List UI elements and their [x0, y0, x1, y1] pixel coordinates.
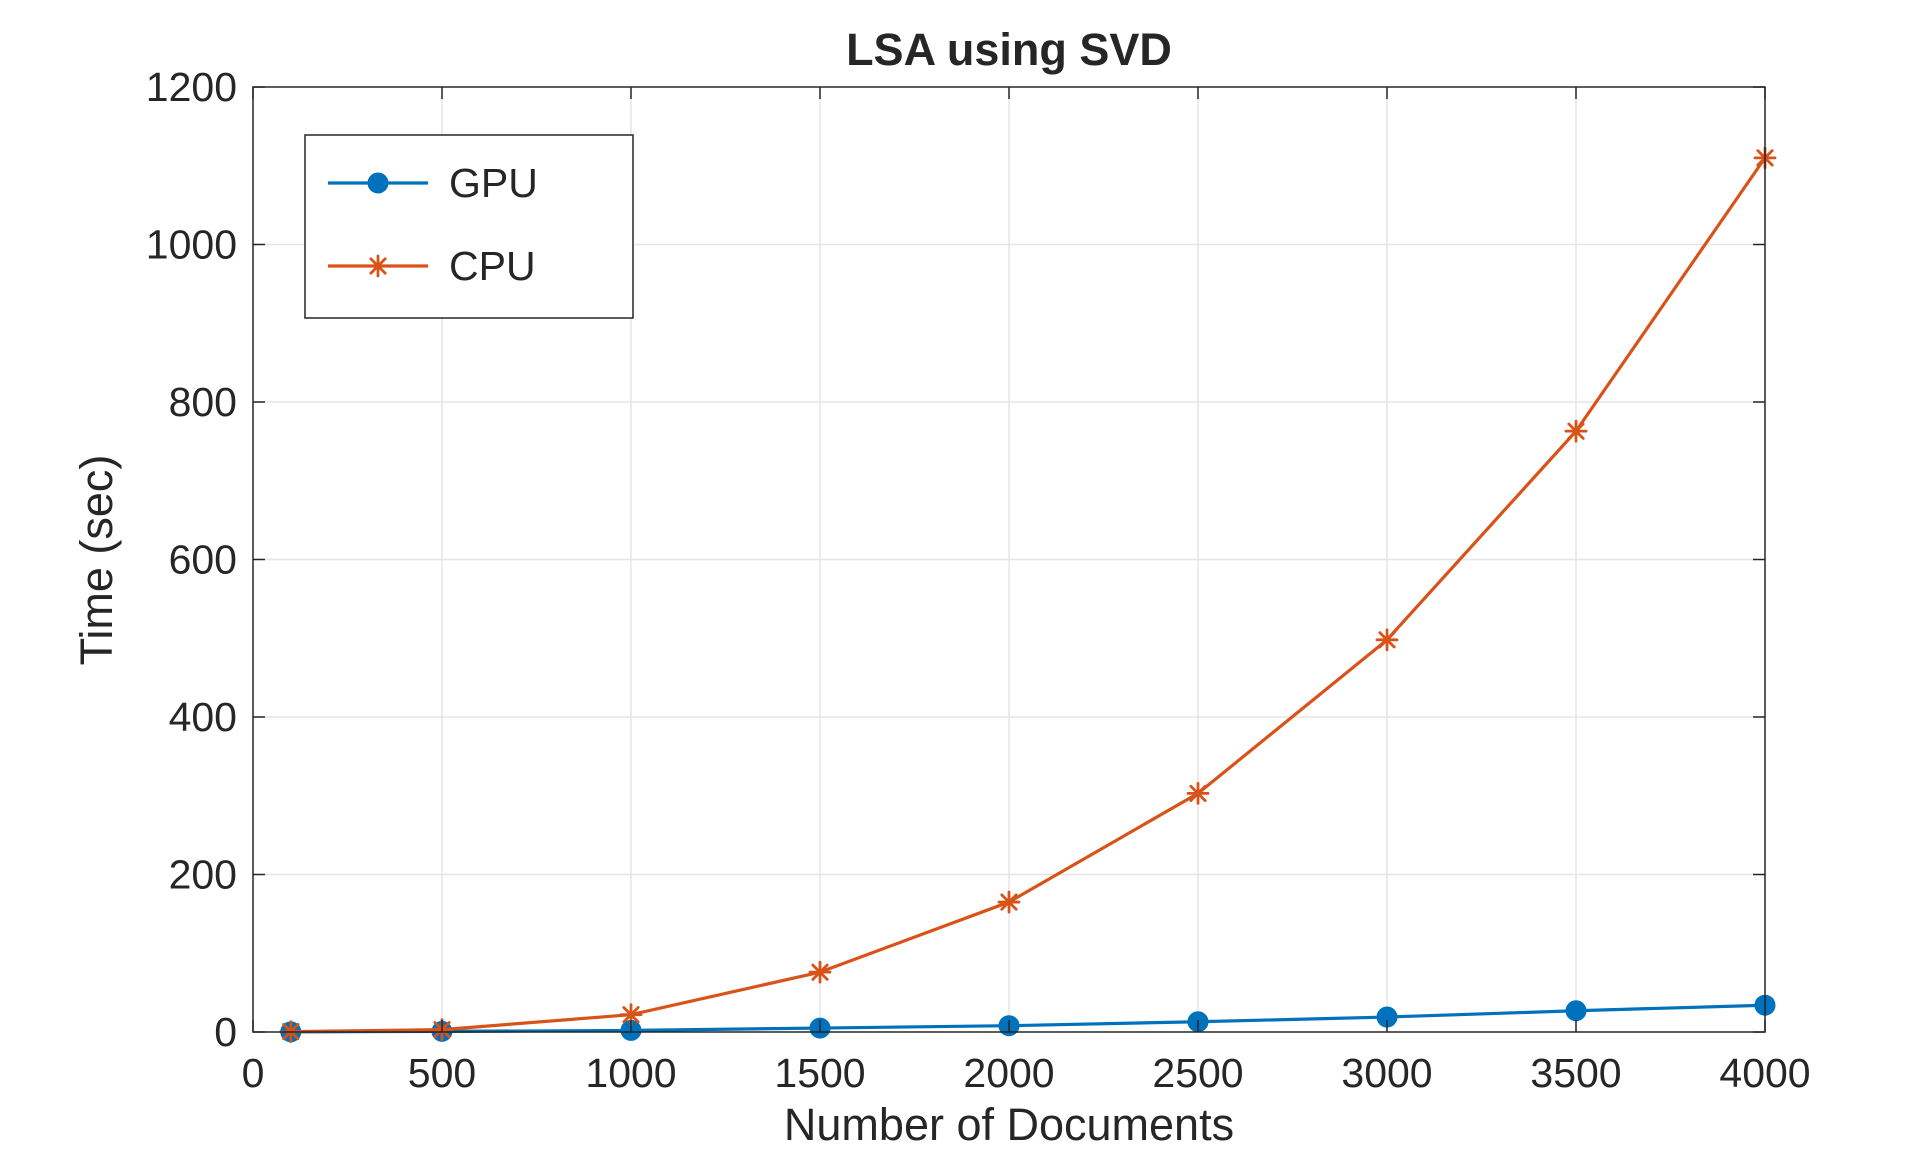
data-point-cpu	[1186, 781, 1210, 805]
data-point-cpu	[808, 960, 832, 984]
legend-label-gpu: GPU	[449, 160, 538, 206]
x-tick-label: 500	[408, 1050, 476, 1096]
data-point-cpu	[1564, 419, 1588, 443]
chart-title: LSA using SVD	[846, 24, 1172, 75]
data-point-cpu	[997, 890, 1021, 914]
legend-marker-cpu	[366, 254, 390, 278]
x-tick-label: 3500	[1530, 1050, 1621, 1096]
x-axis-label: Number of Documents	[784, 1099, 1234, 1150]
ticks: 0 500 1000 1500 2000 2500 3000 3500 4000 0 200 400 6…	[146, 64, 1811, 1096]
x-tick-label: 2500	[1152, 1050, 1243, 1096]
x-tick-label: 4000	[1719, 1050, 1810, 1096]
y-tick-label: 800	[169, 379, 237, 425]
y-tick-label: 1000	[146, 222, 237, 268]
y-tick-label: 0	[214, 1009, 237, 1055]
x-tick-label: 0	[242, 1050, 265, 1096]
data-point-cpu	[1375, 628, 1399, 652]
x-tick-label: 3000	[1341, 1050, 1432, 1096]
y-tick-label: 200	[169, 852, 237, 898]
legend: GPU CPU	[304, 134, 634, 319]
x-tick-label: 1000	[585, 1050, 676, 1096]
legend-box	[304, 134, 634, 319]
y-axis-label: Time (sec)	[71, 455, 122, 666]
y-tick-label: 600	[169, 537, 237, 583]
data-point-gpu	[1565, 1000, 1587, 1022]
grid	[253, 87, 1765, 1032]
y-tick-label: 1200	[146, 64, 237, 110]
y-tick-label: 400	[169, 694, 237, 740]
x-tick-label: 1500	[774, 1050, 865, 1096]
x-tick-label: 2000	[963, 1050, 1054, 1096]
legend-marker-gpu	[367, 172, 389, 194]
legend-label-cpu: CPU	[449, 243, 536, 289]
